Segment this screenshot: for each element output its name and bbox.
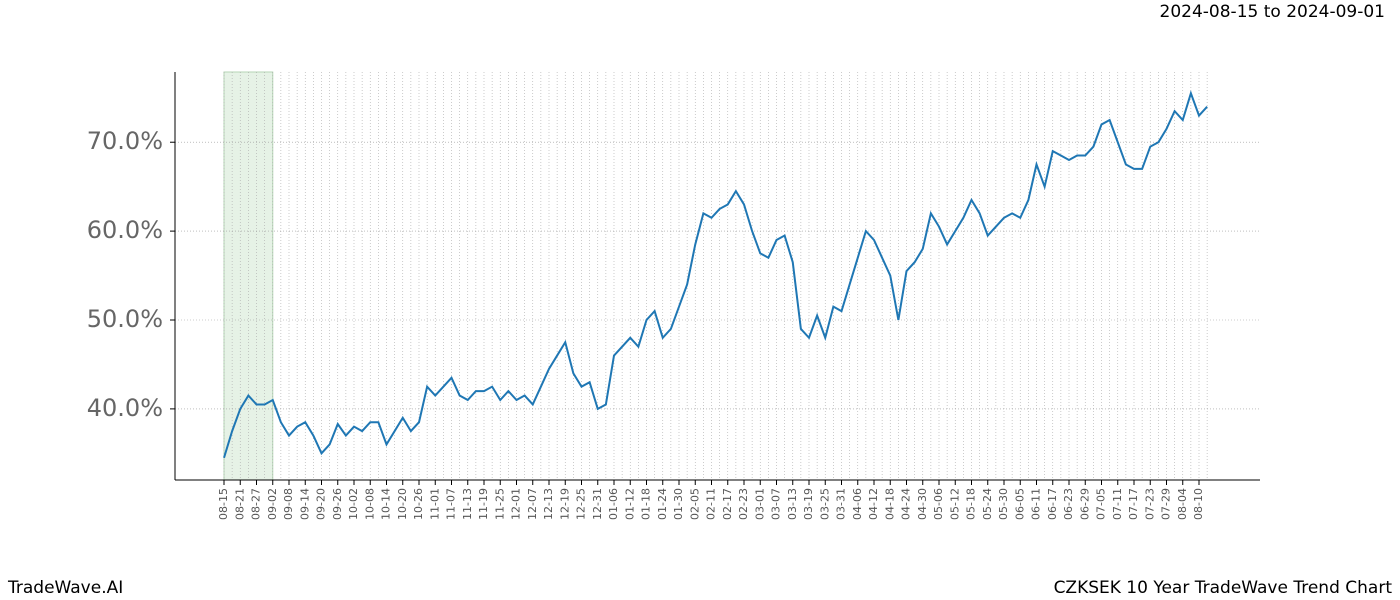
x-tick-label: 02-05 [688,488,701,520]
x-tick-label: 10-26 [412,488,425,520]
x-tick-label: 08-10 [1192,488,1205,520]
x-tick-label: 06-23 [1062,488,1075,520]
x-tick-label: 11-13 [461,488,474,520]
x-tick-label: 07-11 [1111,488,1124,520]
x-tick-label: 01-18 [640,488,653,520]
x-tick-label: 09-14 [298,488,311,520]
x-tick-label: 04-12 [867,488,880,520]
x-tick-label: 01-24 [656,488,669,520]
x-tick-label: 06-05 [1013,488,1026,520]
y-tick-label: 50.0% [87,305,163,333]
y-tick-label: 40.0% [87,394,163,422]
x-tick-label: 11-19 [477,488,490,520]
x-tick-label: 12-01 [510,488,523,520]
x-tick-label: 05-12 [948,488,961,520]
x-tick-label: 03-19 [802,488,815,520]
x-tick-label: 11-01 [428,488,441,520]
x-tick-label: 08-04 [1176,488,1189,520]
x-tick-label: 06-29 [1078,488,1091,520]
x-tick-label: 03-25 [818,488,831,520]
x-tick-label: 01-30 [672,488,685,520]
x-tick-label: 01-06 [607,488,620,520]
x-tick-label: 03-01 [753,488,766,520]
y-tick-label: 60.0% [87,216,163,244]
x-tick-label: 04-06 [851,488,864,520]
x-tick-label: 12-19 [558,488,571,520]
x-tick-label: 06-11 [1030,488,1043,520]
x-tick-label: 07-17 [1127,488,1140,520]
x-tick-label: 12-07 [526,488,539,520]
x-tick-label: 04-30 [916,488,929,520]
x-tick-label: 09-02 [266,488,279,520]
x-tick-label: 02-11 [705,488,718,520]
price-line [223,90,1208,459]
x-tick-label: 05-24 [981,488,994,520]
x-tick-label: 08-27 [250,488,263,520]
x-tick-label: 04-18 [883,488,896,520]
date-range: 2024-08-15 to 2024-09-01 [1160,2,1385,22]
x-tick-label: 10-20 [396,488,409,520]
x-tick-label: 03-31 [835,488,848,520]
x-tick-label: 05-30 [997,488,1010,520]
y-tick-label: 70.0% [87,127,163,155]
x-tick-label: 07-05 [1095,488,1108,520]
x-tick-label: 10-08 [363,488,376,520]
x-tick-label: 02-17 [721,488,734,520]
chart-title: CZKSEK 10 Year TradeWave Trend Chart [1054,578,1393,598]
x-tick-label: 12-25 [575,488,588,520]
x-tick-label: 05-06 [932,488,945,520]
x-tick-label: 01-12 [623,488,636,520]
brand: TradeWave.AI [7,578,123,598]
x-tick-label: 06-17 [1046,488,1059,520]
x-tick-label: 11-25 [493,488,506,520]
x-tick-label: 08-21 [233,488,246,520]
x-tick-label: 09-26 [331,488,344,520]
x-tick-label: 09-20 [315,488,328,520]
x-tick-label: 10-02 [347,488,360,520]
x-tick-label: 10-14 [380,488,393,520]
x-tick-label: 04-24 [900,488,913,520]
x-tick-label: 09-08 [282,488,295,520]
x-tick-label: 05-18 [965,488,978,520]
x-tick-label: 02-23 [737,488,750,520]
x-tick-label: 11-07 [445,488,458,520]
x-tick-label: 08-15 [217,488,230,520]
x-tick-label: 12-31 [591,488,604,520]
x-tick-label: 03-07 [770,488,783,520]
x-tick-label: 07-29 [1160,488,1173,520]
x-tick-label: 07-23 [1143,488,1156,520]
x-tick-label: 03-13 [786,488,799,520]
x-tick-label: 12-13 [542,488,555,520]
